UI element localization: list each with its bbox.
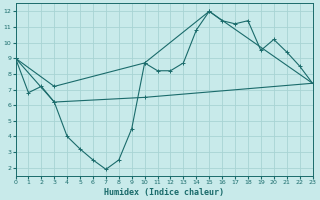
X-axis label: Humidex (Indice chaleur): Humidex (Indice chaleur) <box>104 188 224 197</box>
